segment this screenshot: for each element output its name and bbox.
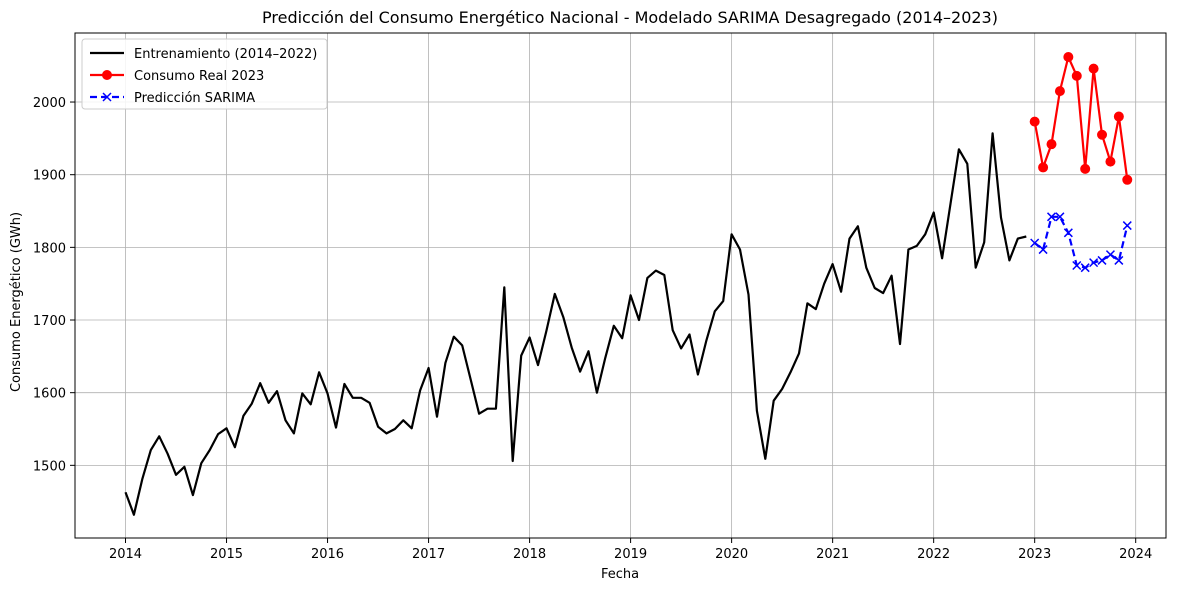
x-tick-label: 2022 — [917, 547, 950, 562]
x-tick-label: 2024 — [1119, 547, 1152, 562]
data-point — [1080, 263, 1090, 273]
series-layer — [124, 51, 1133, 516]
data-point — [1080, 163, 1091, 174]
data-point — [1097, 129, 1108, 140]
x-tick-label: 2016 — [311, 547, 344, 562]
grid — [75, 33, 1166, 538]
data-point — [1055, 212, 1065, 222]
data-point — [1046, 212, 1057, 222]
x-tick-label: 2015 — [210, 547, 243, 562]
y-axis-title: Consumo Energético (GWh) — [9, 212, 24, 392]
legend-box — [81, 38, 328, 110]
data-point — [1071, 70, 1082, 81]
x-tick-label: 2017 — [412, 547, 445, 562]
data-point — [1030, 238, 1040, 248]
series-1 — [124, 132, 1027, 516]
legend-item: Consumo Real 2023 — [90, 69, 264, 84]
legend-marker — [102, 70, 112, 80]
plot-frame — [74, 32, 1167, 539]
y-tick-label: 1700 — [33, 314, 66, 329]
y-axis: 1500 1600 1700 1800 1900 2000 — [33, 96, 75, 474]
data-point — [1072, 260, 1082, 271]
data-point — [1089, 258, 1099, 268]
y-tick-label: 2000 — [33, 96, 66, 111]
y-tick-label: 1800 — [33, 241, 66, 256]
data-point — [1088, 63, 1099, 74]
data-point — [1054, 86, 1065, 97]
data-point — [1122, 221, 1132, 231]
series-line — [124, 132, 1027, 516]
legend-item: Predicción SARIMA — [90, 91, 255, 106]
data-point — [1114, 255, 1124, 265]
data-point — [1105, 156, 1116, 167]
series-3 — [1030, 212, 1132, 273]
legend-marker — [102, 92, 112, 102]
y-tick-label: 1900 — [33, 169, 66, 184]
x-tick-label: 2023 — [1018, 547, 1051, 562]
legend: Entrenamiento (2014–2022) Consumo Real 20… — [81, 38, 328, 110]
data-point — [1038, 162, 1049, 173]
x-tick-label: 2021 — [816, 547, 849, 562]
legend-label: Entrenamiento (2014–2022) — [134, 47, 317, 62]
data-point — [1113, 111, 1124, 122]
y-tick-label: 1600 — [33, 387, 66, 402]
x-axis-title: Fecha — [601, 567, 639, 582]
legend-label: Consumo Real 2023 — [134, 69, 264, 84]
data-point — [1038, 245, 1048, 255]
data-point — [1105, 250, 1115, 260]
legend-item: Entrenamiento (2014–2022) — [90, 47, 317, 62]
data-point — [1063, 228, 1073, 238]
legend-label: Predicción SARIMA — [134, 91, 255, 106]
series-2 — [1029, 51, 1133, 185]
x-tick-label: 2019 — [614, 547, 647, 562]
x-tick-label: 2018 — [513, 547, 546, 562]
chart-title: Predicción del Consumo Energético Nacion… — [262, 8, 998, 27]
data-point — [1029, 116, 1040, 127]
x-tick-label: 2014 — [109, 547, 142, 562]
data-point — [1046, 139, 1057, 150]
data-point — [1063, 51, 1074, 62]
x-tick-label: 2020 — [715, 547, 748, 562]
data-point — [1122, 174, 1133, 185]
data-point — [1097, 255, 1107, 265]
y-tick-label: 1500 — [33, 459, 66, 474]
x-axis: 2014 2015 2016 2017 2018 2019 2020 2021 2022 2023… — [109, 538, 1152, 562]
